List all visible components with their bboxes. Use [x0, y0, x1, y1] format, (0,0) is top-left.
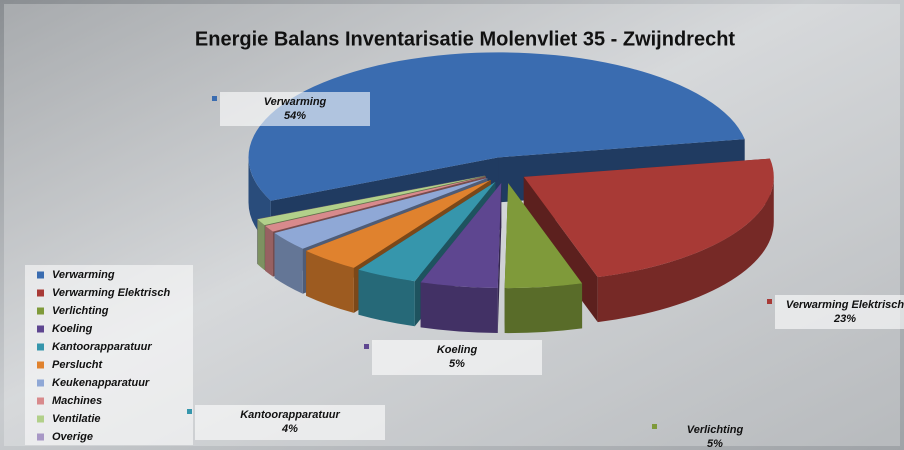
legend-swatch	[37, 362, 44, 369]
legend-label: Verlichting	[52, 305, 109, 317]
label-key	[652, 424, 657, 429]
chart: Energie Balans Inventarisatie Molenvliet…	[0, 0, 904, 450]
data-label-name: Koeling	[437, 344, 478, 356]
label-key	[212, 96, 217, 101]
data-label-name: Verlichting	[687, 424, 744, 436]
chart-title: Energie Balans Inventarisatie Molenvliet…	[195, 28, 735, 50]
data-label-name: Verwarming	[264, 96, 327, 108]
label-key	[767, 299, 772, 304]
legend-label: Overige	[52, 431, 93, 443]
slice-side	[505, 283, 582, 333]
legend-swatch	[37, 308, 44, 315]
legend-swatch	[37, 434, 44, 441]
legend-swatch	[37, 380, 44, 387]
legend-label: Ventilatie	[52, 413, 101, 425]
data-label: 54%	[284, 110, 306, 122]
data-label: 23%	[833, 313, 856, 325]
legend-label: Kantoorapparatuur	[52, 341, 152, 353]
legend-swatch	[37, 416, 44, 423]
slice-side	[258, 219, 265, 270]
slice-side	[265, 226, 273, 277]
data-label: 5%	[707, 438, 723, 450]
legend-swatch	[37, 272, 44, 279]
legend-label: Keukenapparatuur	[52, 377, 150, 389]
data-label-name: Kantoorapparatuur	[240, 409, 340, 421]
data-label: 4%	[281, 423, 298, 435]
legend-swatch	[37, 344, 44, 351]
legend-swatch	[37, 326, 44, 333]
label-key	[364, 344, 369, 349]
legend-label: Perslucht	[52, 359, 103, 371]
legend-swatch	[37, 290, 44, 297]
data-label: 5%	[449, 358, 465, 370]
data-label-name: Verwarming Elektrisch	[786, 299, 904, 311]
legend-swatch	[37, 398, 44, 405]
legend-label: Verwarming	[52, 269, 115, 281]
legend-label: Koeling	[52, 323, 93, 335]
legend-label: Machines	[52, 395, 102, 407]
slice-side	[421, 282, 498, 333]
legend-label: Verwarming Elektrisch	[52, 287, 170, 299]
label-key	[187, 409, 192, 414]
